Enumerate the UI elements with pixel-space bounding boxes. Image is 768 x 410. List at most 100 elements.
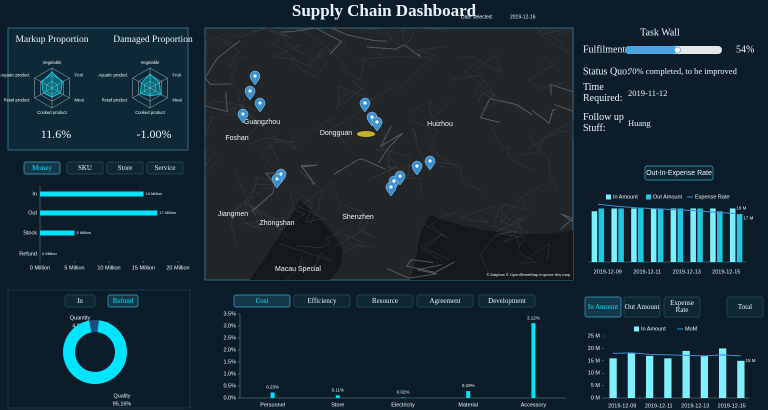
road bbox=[464, 61, 527, 111]
water bbox=[250, 200, 573, 280]
road bbox=[479, 220, 519, 274]
road bbox=[291, 115, 335, 150]
map-layer: Foshan Guangzhou Dongguan Huizhou Jiangmen Zh… bbox=[204, 27, 574, 281]
map-pin[interactable] bbox=[249, 70, 261, 86]
y-tick-label: 3.5% bbox=[223, 311, 236, 317]
bar-value-label: 0.29% bbox=[462, 383, 475, 388]
bar bbox=[682, 350, 690, 398]
legend-swatch bbox=[606, 194, 611, 200]
dashboard-title: Supply Chain Dashboard bbox=[292, 1, 477, 20]
tab-label[interactable]: Service bbox=[154, 163, 176, 172]
slice-label: Quality bbox=[113, 393, 130, 399]
road bbox=[491, 129, 535, 172]
tab-label[interactable]: Efficiency bbox=[307, 296, 337, 305]
map-pin[interactable] bbox=[359, 97, 371, 113]
tab-label-box: Cost bbox=[255, 296, 269, 305]
map-pin-dot bbox=[428, 159, 432, 163]
tab bbox=[107, 294, 139, 308]
road bbox=[241, 194, 294, 225]
date-value: 2019-12-16 bbox=[510, 14, 536, 20]
tab-label[interactable]: Cost bbox=[255, 296, 269, 305]
x-tick-label: Material bbox=[458, 402, 478, 408]
kpi-value: 11.6% bbox=[41, 127, 72, 141]
status-value: 70% completed, to be improved bbox=[628, 66, 738, 76]
follow-label-box: Follow up Stuff: bbox=[583, 112, 624, 134]
bar bbox=[531, 323, 536, 398]
road bbox=[246, 204, 276, 229]
tab-label-box: Service bbox=[154, 163, 176, 172]
map-pin[interactable] bbox=[271, 173, 283, 189]
category-label: In bbox=[32, 191, 37, 197]
tab-label[interactable]: In bbox=[77, 296, 83, 305]
map-pin-dot bbox=[370, 115, 374, 119]
map-pin[interactable] bbox=[424, 155, 436, 171]
tab-label[interactable]: Total bbox=[737, 302, 753, 311]
map-pin[interactable] bbox=[394, 170, 406, 186]
map-pin[interactable] bbox=[244, 85, 256, 101]
radar-axis-label: Cooked product bbox=[135, 110, 165, 115]
road bbox=[300, 164, 318, 185]
proportion-panel bbox=[7, 27, 189, 151]
road bbox=[331, 27, 387, 42]
road bbox=[527, 57, 564, 89]
tab-label[interactable]: Money bbox=[32, 163, 52, 172]
tab-label[interactable]: SKU bbox=[77, 163, 92, 172]
bar-value-label: 17 Million bbox=[159, 210, 176, 215]
y-tick-label: 0 M bbox=[591, 395, 601, 401]
road bbox=[248, 137, 296, 162]
road bbox=[409, 119, 455, 166]
y-tick-label: 2.5% bbox=[223, 335, 236, 341]
tab-label-box: In Amount bbox=[587, 302, 619, 311]
time-value: 2019-11-12 bbox=[628, 88, 667, 98]
y-tick-label: 0.0% bbox=[223, 395, 236, 401]
bar bbox=[670, 208, 677, 262]
map-pin[interactable] bbox=[237, 108, 249, 124]
donut-slice bbox=[89, 320, 99, 333]
map-pin-dot bbox=[258, 101, 262, 105]
map-pin[interactable] bbox=[385, 181, 397, 197]
y-tick-label: 3.0% bbox=[223, 323, 236, 329]
bar bbox=[729, 208, 736, 262]
map-pin[interactable] bbox=[371, 116, 383, 132]
road bbox=[531, 109, 557, 125]
line-series bbox=[597, 203, 737, 215]
bar bbox=[700, 355, 709, 398]
tab-label-box: Agreement bbox=[429, 296, 461, 305]
category-label: Out bbox=[28, 210, 37, 216]
road bbox=[540, 27, 573, 55]
x-tick-label: 0 Million bbox=[30, 265, 50, 271]
road bbox=[517, 243, 550, 264]
radar-title: Markup Proportion bbox=[15, 35, 88, 45]
road bbox=[309, 182, 334, 226]
tab-label[interactable]: Resource bbox=[371, 296, 399, 305]
radar-axis-label: Aquatic product bbox=[0, 73, 30, 78]
tab-label[interactable]: Out Amount bbox=[624, 302, 660, 311]
tab-label-box: In bbox=[77, 296, 83, 305]
map-pin-dot bbox=[375, 120, 379, 124]
tab bbox=[623, 296, 661, 318]
tab-label[interactable]: Development bbox=[488, 296, 526, 305]
donut-slice bbox=[63, 320, 128, 384]
map-pin[interactable] bbox=[411, 160, 423, 176]
map-pin[interactable] bbox=[254, 97, 266, 113]
road bbox=[234, 209, 261, 230]
radar-area bbox=[140, 73, 161, 97]
bar bbox=[618, 208, 624, 262]
tab-label[interactable]: In Amount bbox=[587, 302, 619, 311]
road bbox=[386, 264, 442, 279]
tab-label[interactable]: Agreement bbox=[429, 296, 461, 305]
tab bbox=[293, 294, 351, 308]
tab-label[interactable]: Expense Rate bbox=[670, 299, 694, 314]
road bbox=[550, 84, 574, 112]
y-tick-label: 1.5% bbox=[223, 359, 236, 365]
bar bbox=[627, 353, 636, 398]
radar-axis-label: Retail product bbox=[102, 98, 129, 103]
status-label: Status Quo: bbox=[583, 66, 630, 77]
tab-label[interactable]: Store bbox=[117, 163, 133, 172]
road bbox=[538, 27, 561, 35]
tab-label[interactable]: Refund bbox=[112, 296, 134, 305]
place-label: Macau Special bbox=[275, 266, 321, 273]
bar-value-label: 0.02% bbox=[397, 390, 410, 395]
bar bbox=[40, 230, 75, 236]
bar bbox=[335, 395, 340, 398]
